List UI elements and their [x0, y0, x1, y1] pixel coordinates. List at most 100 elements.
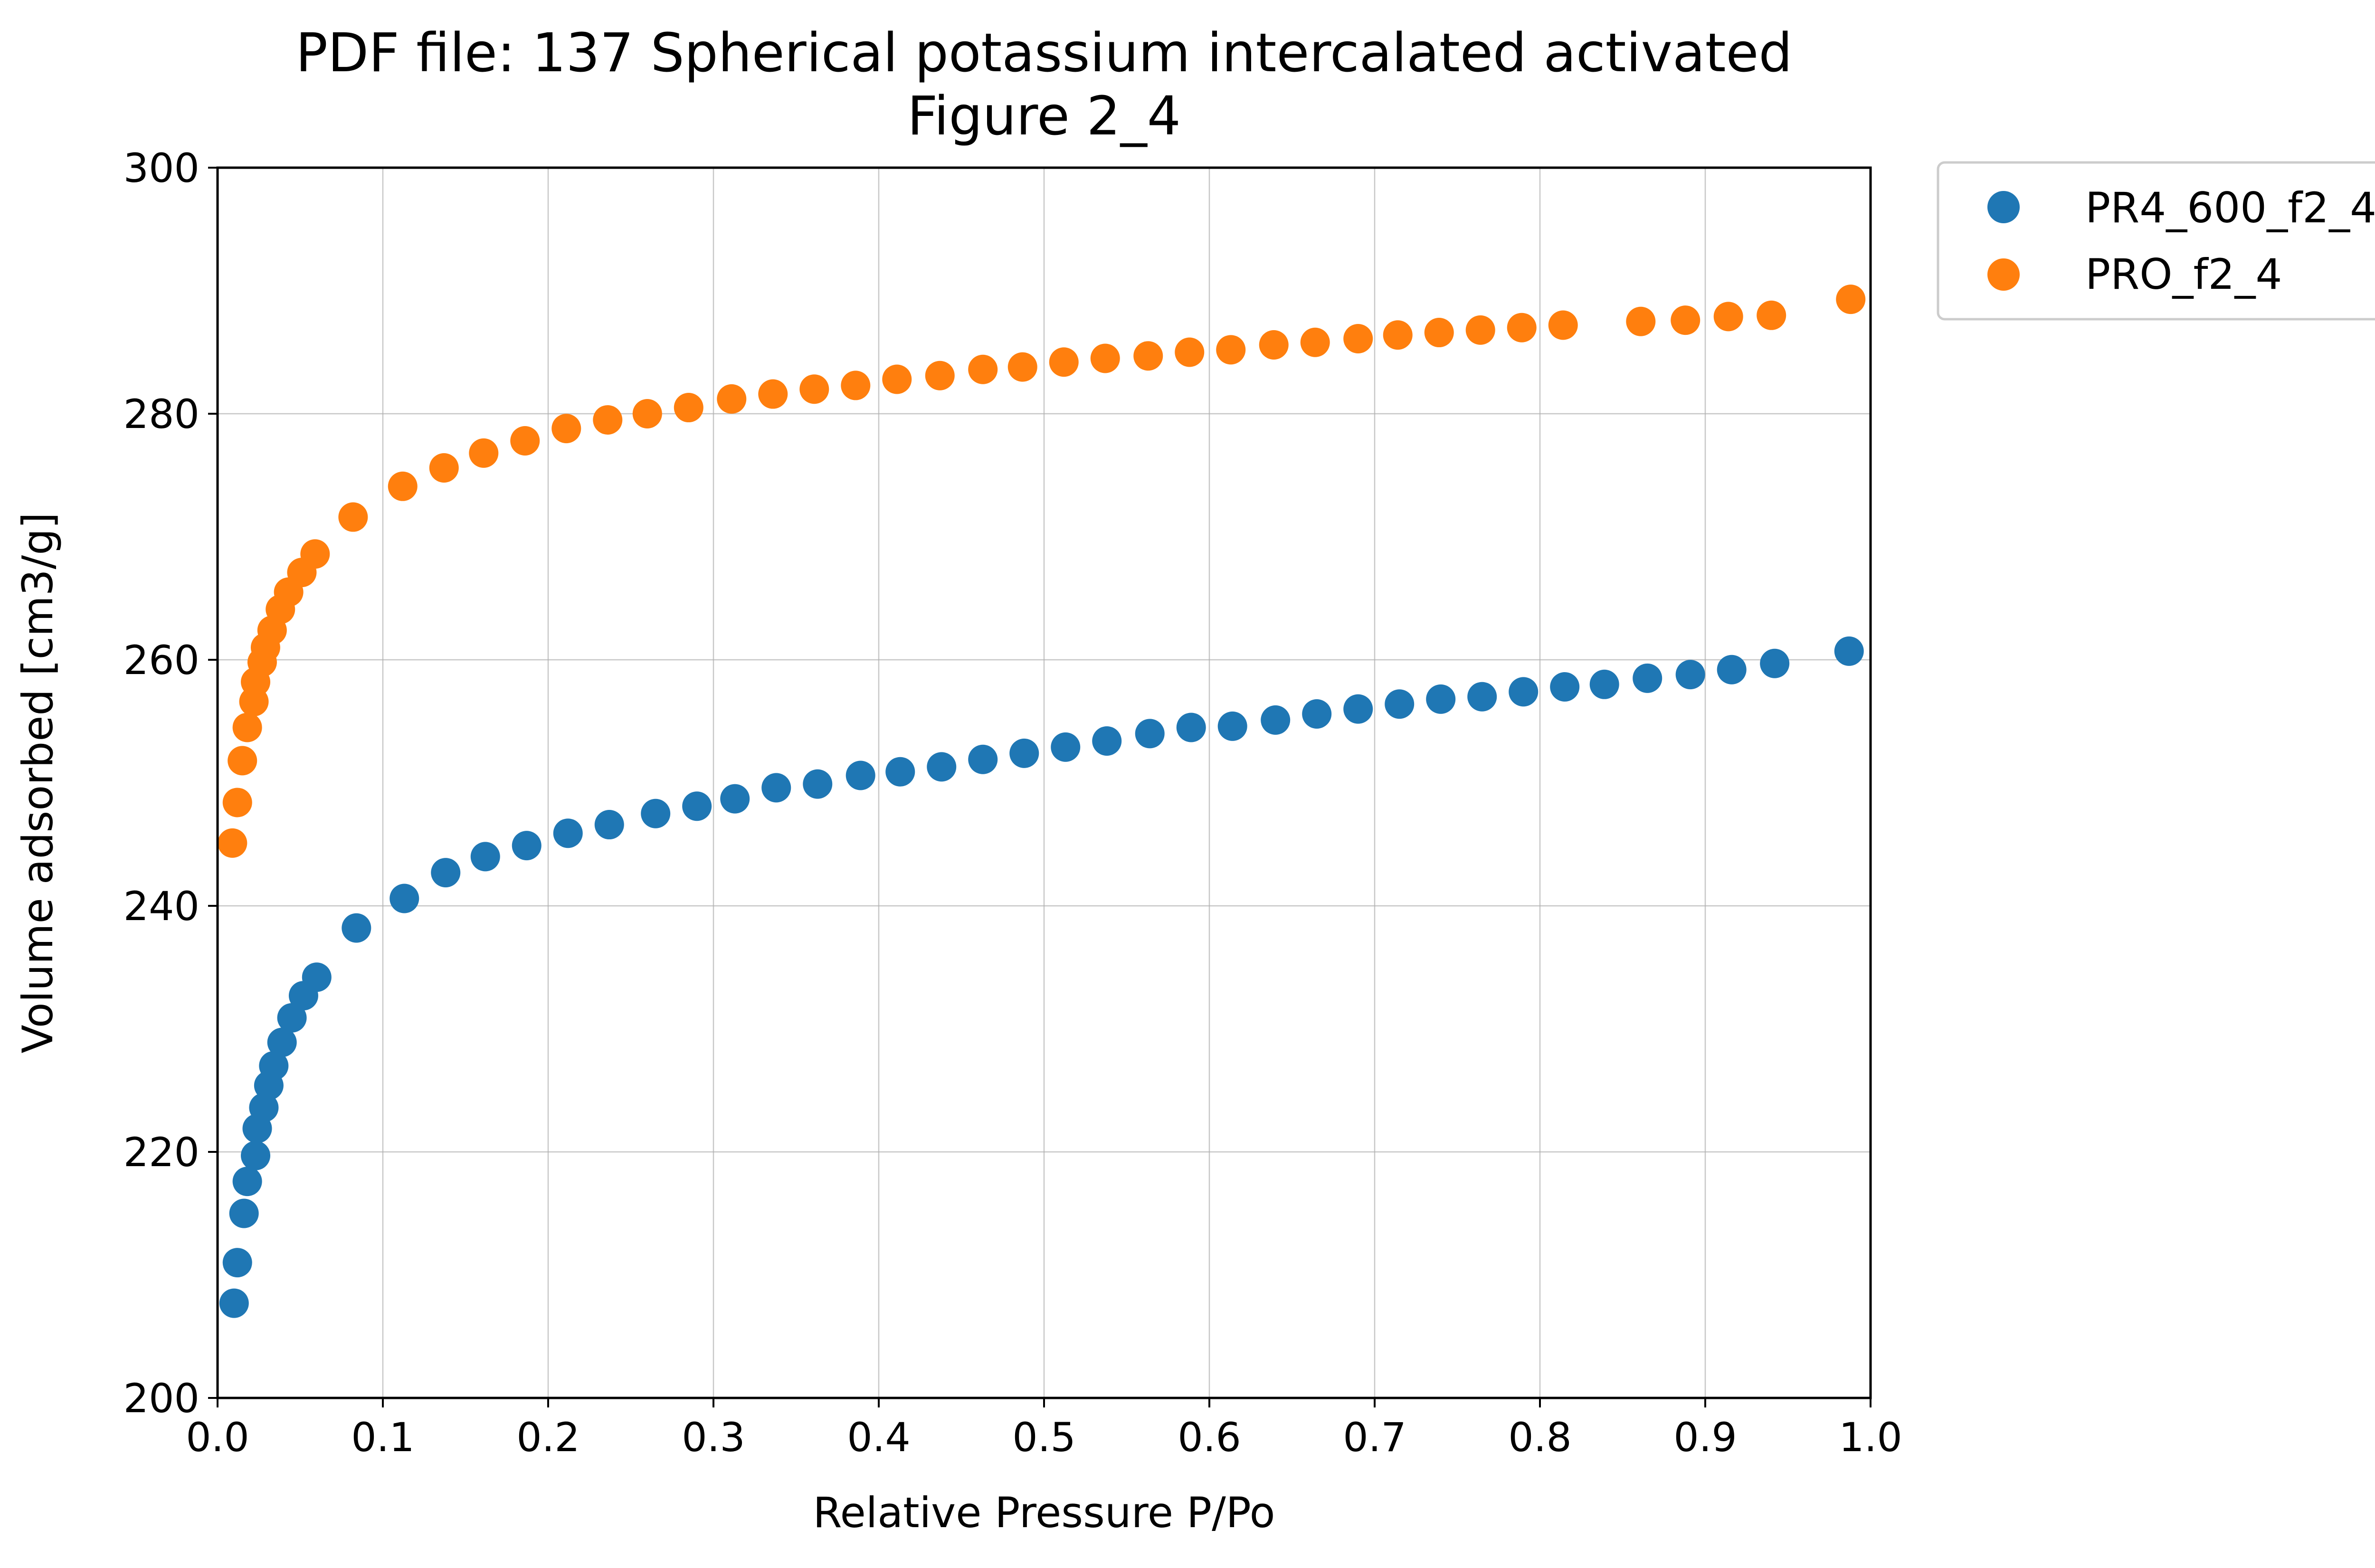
- x-axis-label: Relative Pressure P/Po: [813, 1488, 1275, 1537]
- y-axis-label: Volume adsorbed [cm3/g]: [13, 512, 62, 1053]
- data-point: [1507, 313, 1537, 342]
- data-point: [1343, 324, 1373, 354]
- data-point: [717, 384, 747, 414]
- data-point: [388, 471, 418, 501]
- data-point: [1216, 335, 1246, 365]
- data-point: [510, 426, 540, 456]
- data-point: [429, 453, 459, 483]
- data-point: [241, 1140, 271, 1170]
- data-point: [1834, 636, 1864, 666]
- data-point: [1760, 648, 1790, 678]
- data-point: [431, 858, 461, 888]
- data-point: [553, 818, 583, 848]
- data-point: [761, 773, 791, 803]
- x-tick-label: 0.9: [1673, 1414, 1737, 1461]
- data-point: [1385, 689, 1415, 719]
- data-point: [799, 374, 829, 404]
- data-point: [1133, 341, 1163, 371]
- legend-marker-series-2: [1987, 258, 2020, 291]
- data-point: [1051, 732, 1081, 762]
- chart-title-line-1: PDF file: 137 Spherical potassium interc…: [296, 22, 1793, 84]
- data-point: [512, 831, 542, 861]
- data-point: [674, 393, 703, 423]
- data-point: [1383, 320, 1413, 350]
- data-point: [1550, 672, 1580, 702]
- x-tick-label: 0.6: [1178, 1414, 1241, 1461]
- data-point: [222, 788, 252, 817]
- data-point: [267, 1027, 297, 1057]
- data-point: [1626, 306, 1656, 336]
- data-point: [277, 1003, 307, 1033]
- x-tick-label: 1.0: [1839, 1414, 1902, 1461]
- x-tick-label: 0.2: [516, 1414, 580, 1461]
- data-point: [470, 842, 500, 872]
- data-point: [632, 399, 662, 428]
- data-point: [228, 746, 257, 776]
- data-point: [882, 364, 912, 394]
- data-point: [232, 1167, 262, 1197]
- data-point: [1509, 677, 1539, 707]
- data-point: [1009, 738, 1039, 768]
- data-point: [682, 791, 712, 821]
- ticks-layer: 0.0 0.1 0.2 0.3 0.4 0.5 0.6 0.7 0.8 0.9 1.0 200 220 2…: [124, 145, 1902, 1461]
- data-point: [1426, 684, 1456, 714]
- data-point: [720, 784, 750, 814]
- data-point: [338, 502, 368, 532]
- data-point: [1675, 660, 1705, 690]
- data-point: [1217, 711, 1247, 741]
- data-point: [1671, 305, 1700, 335]
- legend-marker-series-1: [1987, 191, 2020, 223]
- x-tick-label: 0.4: [847, 1414, 911, 1461]
- data-point: [927, 752, 957, 782]
- data-point: [302, 962, 332, 992]
- data-point: [1548, 310, 1578, 340]
- series-1: [219, 636, 1864, 1318]
- x-tick-label: 0.8: [1508, 1414, 1572, 1461]
- data-point: [1757, 300, 1786, 330]
- data-point: [594, 810, 624, 840]
- legend-label-series-1: PR4_600_f2_4: [2085, 183, 2375, 232]
- series-2: [218, 285, 1866, 858]
- chart-title-line-2: Figure 2_4: [907, 86, 1181, 147]
- data-point: [885, 757, 915, 787]
- data-point: [390, 884, 419, 913]
- data-point: [1589, 669, 1619, 699]
- x-tick-label: 0.5: [1012, 1414, 1076, 1461]
- legend: PR4_600_f2_4 PRO_f2_4: [1937, 161, 2375, 321]
- legend-label-series-2: PRO_f2_4: [2085, 250, 2282, 299]
- data-point: [846, 760, 875, 790]
- data-point: [300, 539, 330, 569]
- data-point: [841, 371, 871, 400]
- data-point: [1424, 318, 1454, 348]
- data-point: [219, 1288, 249, 1318]
- data-point: [229, 1198, 259, 1228]
- x-tick-label: 0.3: [682, 1414, 745, 1461]
- data-point: [1092, 726, 1122, 756]
- data-point: [1465, 315, 1495, 345]
- data-point: [1090, 343, 1120, 373]
- x-tick-label: 0.0: [186, 1414, 249, 1461]
- data-point: [551, 414, 581, 444]
- data-point: [1717, 655, 1747, 684]
- data-point: [342, 913, 371, 943]
- data-point: [1713, 302, 1743, 332]
- data-point: [968, 354, 998, 384]
- data-point: [1049, 347, 1079, 377]
- data-point: [593, 405, 623, 435]
- data-point: [1467, 682, 1497, 712]
- data-point: [1836, 285, 1866, 314]
- data-point: [1007, 352, 1037, 382]
- data-point: [232, 713, 262, 742]
- data-point: [259, 1051, 289, 1081]
- data-point: [249, 1093, 279, 1122]
- data-point: [803, 769, 833, 799]
- y-tick-label: 220: [124, 1129, 200, 1176]
- data-point: [218, 828, 247, 858]
- data-point: [1175, 337, 1205, 367]
- data-point: [1135, 719, 1165, 749]
- legend-box: [1937, 161, 2375, 321]
- data-point: [1176, 713, 1206, 742]
- x-tick-label: 0.7: [1343, 1414, 1406, 1461]
